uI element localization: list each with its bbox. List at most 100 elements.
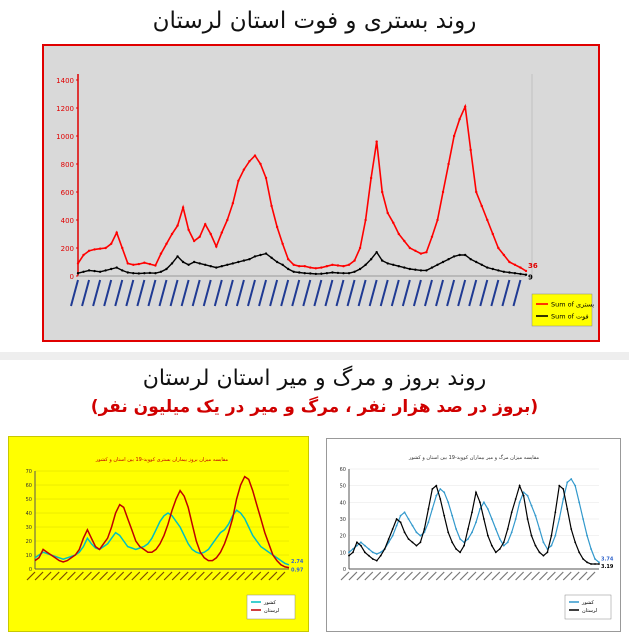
series-2-point [479,501,481,504]
x-tick-label-mark [269,279,279,307]
x-tick-mark [236,571,246,581]
series-2-point [348,554,350,557]
x-tick-mark [74,571,84,581]
series-1-point [486,218,489,222]
series-2-point [259,253,262,257]
series-2-point [352,551,354,554]
series-2-point [431,488,434,490]
series-1-point [109,242,113,245]
y-tick-label: 40 [340,500,346,506]
x-tick-mark [348,571,358,581]
series-1-point [483,501,485,504]
y-tick-label: 1200 [56,105,74,113]
x-tick-label-mark [291,279,301,307]
series-2-point [386,262,389,265]
hospitalization-death-chart-panel: 0 200 400 600 800 1000 1200 1400 36 9 Sum of بستری… [42,44,600,342]
series-2-point [419,541,422,544]
series-1-point [253,154,257,157]
series-1-point [436,218,439,222]
series-2-point [303,272,306,275]
series-2-point [519,272,522,276]
x-tick-mark [538,571,548,581]
series-2-point [93,269,96,273]
end-value-label: 2.74 [291,559,304,565]
x-tick-label-mark [280,279,290,307]
series-1-point [397,232,400,236]
series-2-point [459,551,462,554]
x-tick-mark [99,571,108,581]
series-2-point [363,551,366,554]
series-2-point [558,484,561,487]
series-2-point [419,269,423,272]
x-tick-label-mark [191,279,201,307]
series-1-point [137,262,141,266]
series-2-point [469,258,472,261]
series-1-point [435,494,438,497]
series-1-point [356,544,358,547]
series-1-point [399,514,402,517]
series-2-point [518,484,521,487]
x-tick-mark [483,571,493,581]
x-tick-label-mark [457,279,467,307]
series-2-point [331,271,334,274]
series-1-point [526,494,529,497]
x-tick-mark [66,571,76,581]
series-1-point [303,265,306,268]
series-2-point [574,541,577,544]
series-2-point [578,551,581,554]
legend-label: Sum of فوت [551,313,589,321]
series-1-point [486,508,489,510]
series-2-point [415,544,418,547]
x-tick-mark [220,571,229,581]
series-2-point [209,265,212,268]
series-2-point [109,267,113,271]
x-tick-label-mark [81,279,91,307]
x-tick-label-mark [103,279,113,307]
series-2-point [452,255,456,258]
series-1-point [363,544,366,547]
series-1-point [115,231,118,234]
series-1-point [248,160,251,163]
series-2-point [237,260,240,264]
series-1-point [204,223,207,226]
series-2-point [425,269,428,272]
series-1-point [562,498,565,500]
series-2-point [270,256,273,259]
series-1-point [226,218,229,222]
series-2-point [570,528,573,530]
series-1-point [497,246,500,250]
x-tick-mark [171,571,181,581]
series-2-point [497,269,500,272]
x-tick-mark [404,571,413,581]
x-tick-label-mark [313,279,323,307]
series-2-point [494,551,497,554]
series-2-point [292,270,295,273]
x-tick-mark [139,571,149,581]
legend-box [531,293,593,327]
series-1-point [452,134,456,138]
x-tick-mark [179,571,189,581]
series-2-point [87,269,91,272]
x-tick-label-mark [424,279,433,307]
x-tick-mark [459,571,469,581]
x-tick-label-mark [180,279,190,307]
series-2-point [356,541,358,544]
series-2-point [441,260,445,264]
series-2-point [309,272,312,275]
series-2-point [375,251,378,254]
series-line-1 [348,478,600,563]
x-tick-mark [515,571,525,581]
series-line-2 [34,475,290,569]
series-2-point [347,272,351,275]
series-1-point [286,258,290,261]
series-1-point [298,265,301,268]
series-1-point [375,553,378,555]
series-2-point [132,272,135,275]
series-1-point [159,252,163,255]
series-1-point [98,247,102,250]
y-tick-label: 60 [340,467,346,473]
series-1-point [475,190,478,194]
x-tick-mark [115,571,125,581]
y-tick-label: 30 [340,517,346,523]
x-tick-mark [107,571,117,581]
